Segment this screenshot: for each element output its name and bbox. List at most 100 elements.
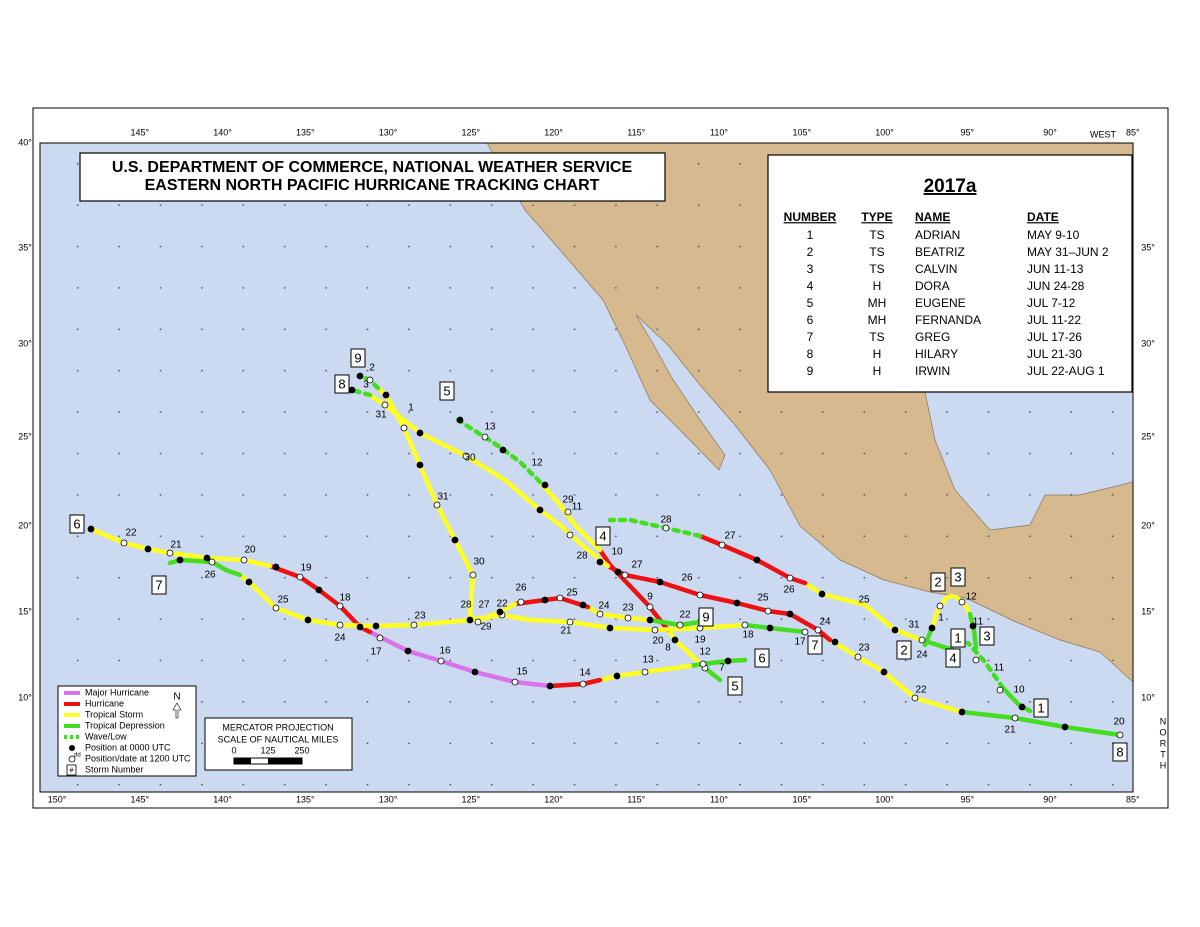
- track-position: [786, 574, 794, 582]
- date-label: 20: [652, 636, 664, 647]
- table-cell: GREG: [915, 330, 950, 344]
- track-position: [437, 657, 445, 665]
- lat-label: 40°: [18, 137, 32, 147]
- track-segment: [919, 637, 956, 653]
- table-cell: 1: [807, 228, 814, 242]
- track-position: [641, 668, 649, 676]
- date-label: 2: [369, 363, 375, 374]
- lon-label: 110°: [710, 794, 728, 804]
- table-cell: 9: [807, 364, 814, 378]
- table-cell: 6: [807, 313, 814, 327]
- date-label: 19: [300, 563, 312, 574]
- track-position: [928, 624, 936, 632]
- track-segment: [1000, 685, 1033, 714]
- lon-label: 125°: [461, 127, 480, 137]
- track-position: [496, 608, 504, 616]
- date-label: 30: [464, 453, 476, 464]
- track-position: [166, 549, 174, 557]
- lon-label: 95°: [960, 127, 974, 137]
- track-position: [356, 372, 364, 380]
- table-cell: JUL 21-30: [1027, 347, 1082, 361]
- table-cell: JUL 17-26: [1027, 330, 1082, 344]
- table-cell: JUL 22-AUG 1: [1027, 364, 1105, 378]
- lat-label: 15°: [18, 606, 32, 616]
- west-label: WEST: [1090, 129, 1117, 139]
- date-label: 28: [576, 551, 588, 562]
- storm-number: 9: [702, 609, 709, 624]
- table-cell: 8: [807, 347, 814, 361]
- track-position: [87, 525, 95, 533]
- storm-number: 7: [155, 577, 162, 592]
- scale-tick: 250: [294, 745, 309, 755]
- lat-label: 30°: [18, 338, 32, 348]
- track-position: [891, 626, 899, 634]
- storm-number-box: [595, 526, 611, 546]
- track-position: [753, 556, 761, 564]
- date-label: 26: [204, 570, 216, 581]
- track-position: [208, 558, 216, 566]
- table-cell: 3: [807, 262, 814, 276]
- table-cell: HILARY: [915, 347, 958, 361]
- track-position: [831, 638, 839, 646]
- track-position: [404, 647, 412, 655]
- lon-label: 125°: [461, 794, 480, 804]
- track-position: [466, 616, 474, 624]
- lon-label: 100°: [875, 794, 894, 804]
- column-header: NUMBER: [784, 210, 837, 224]
- track-position: [676, 621, 684, 629]
- storm-number: 7: [811, 637, 818, 652]
- projection: MERCATOR PROJECTION: [222, 722, 333, 732]
- track-position: [579, 680, 587, 688]
- date-label: 13: [642, 655, 654, 666]
- subtitle: EASTERN NORTH PACIFIC HURRICANE TRACKING…: [145, 177, 600, 194]
- track-position: [606, 624, 614, 632]
- track-position: [1061, 723, 1069, 731]
- lat-label: 30°: [1141, 338, 1155, 348]
- lon-label: 140°: [213, 127, 232, 137]
- date-label: 21: [560, 626, 572, 637]
- track-position: [918, 636, 926, 644]
- track-position: [996, 686, 1004, 694]
- date-label: 26: [515, 583, 527, 594]
- date-label: 8: [665, 643, 671, 654]
- table-cell: CALVIN: [915, 262, 957, 276]
- lat-label: 15°: [1141, 606, 1155, 616]
- table-cell: JUL 7-12: [1027, 296, 1076, 310]
- date-label: 1: [938, 613, 944, 624]
- track-position: [911, 694, 919, 702]
- date-label: 22: [496, 599, 508, 610]
- lon-label: 115°: [627, 127, 645, 137]
- track-position: [272, 604, 280, 612]
- date-label: 12: [531, 458, 543, 469]
- legend-label: Hurricane: [85, 698, 124, 708]
- track-position: [336, 621, 344, 629]
- date-label: 24: [916, 650, 928, 661]
- lon-label: 135°: [296, 127, 315, 137]
- track-position: [471, 668, 479, 676]
- north-letter: R: [1160, 738, 1167, 748]
- storm-number: 5: [731, 678, 738, 693]
- date-label: 24: [819, 617, 831, 628]
- track-position: [517, 598, 525, 606]
- track-position: [272, 563, 280, 571]
- track-position: [481, 433, 489, 441]
- lon-label: 120°: [544, 794, 563, 804]
- table-cell: TS: [869, 245, 884, 259]
- date-label: 27: [478, 600, 490, 611]
- north-letter: H: [1160, 760, 1167, 770]
- date-label: 10: [1013, 685, 1025, 696]
- storm-number: 6: [73, 516, 80, 531]
- track-position: [764, 607, 772, 615]
- track-position: [546, 682, 554, 690]
- track-position: [1011, 714, 1019, 722]
- date-label: 25: [277, 595, 289, 606]
- legend-label: Storm Number: [85, 764, 144, 774]
- track-position: [536, 506, 544, 514]
- track-position: [969, 622, 977, 630]
- lon-label: 105°: [792, 127, 811, 137]
- date-label: 27: [631, 560, 643, 571]
- table-cell: DORA: [915, 279, 950, 293]
- track-position: [801, 628, 809, 636]
- track-position: [511, 678, 519, 686]
- track-segment: [597, 663, 693, 683]
